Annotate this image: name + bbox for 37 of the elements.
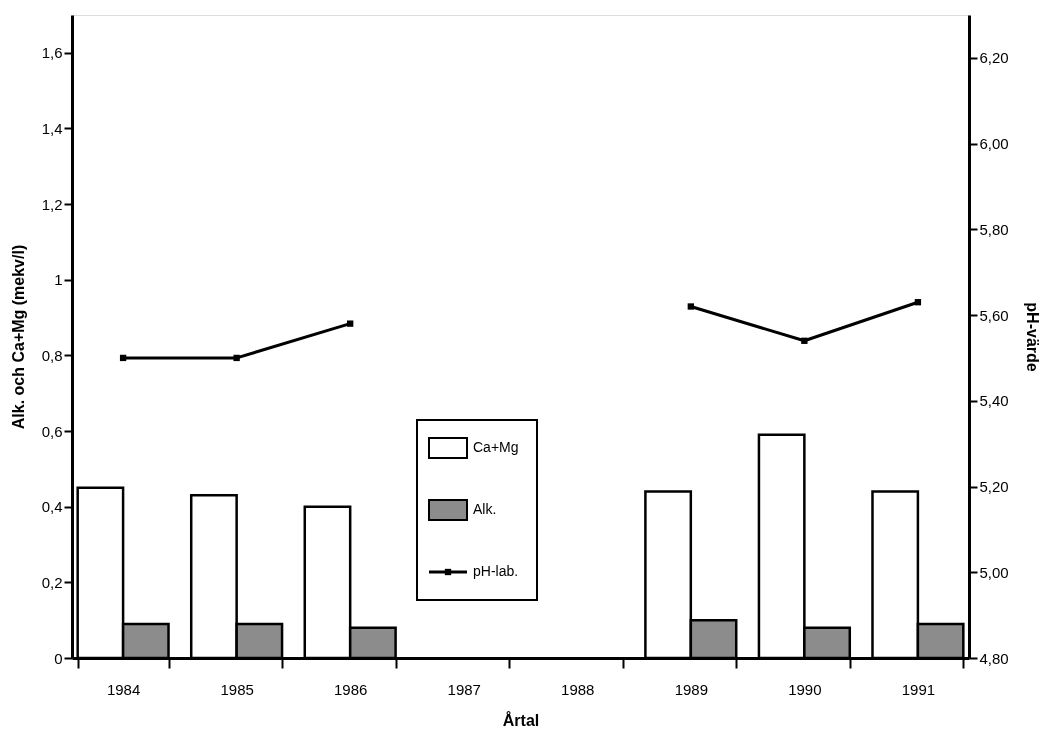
x-tick-label: 1989 — [674, 680, 708, 698]
x-tick-label: 1985 — [220, 680, 254, 698]
point — [119, 354, 127, 362]
y2-tick-label: 5,00 — [979, 563, 1009, 581]
x-tick-label: 1988 — [561, 680, 595, 698]
point — [687, 303, 694, 310]
y-tick-label: 1,2 — [41, 195, 63, 213]
x-tick-label: 1986 — [334, 680, 368, 698]
point — [914, 299, 922, 306]
point — [347, 320, 354, 327]
legend-label: Ca+Mg — [473, 439, 519, 455]
y-axis-title: Alk. och Ca+Mg (mekv/l) — [9, 244, 27, 430]
x-tick-label: 1990 — [788, 680, 822, 698]
y2-tick-label: 6,00 — [979, 135, 1009, 153]
x-axis-title: Årtal — [502, 710, 540, 729]
y2-axis-title: pH-värde — [1023, 302, 1041, 372]
y-tick-label: 0,2 — [41, 573, 63, 591]
y2-tick-label: 6,20 — [979, 49, 1009, 67]
y2-tick-label: 5,20 — [979, 478, 1009, 496]
y-tick-label: 0 — [54, 649, 63, 667]
y-tick-label: 0,8 — [41, 346, 63, 364]
y-tick-label: 0,4 — [41, 498, 63, 516]
x-tick-label: 1987 — [447, 680, 481, 698]
y-tick-label: 0,6 — [41, 422, 63, 440]
y2-tick-label: 4,80 — [979, 649, 1009, 667]
x-tick-label: 1991 — [901, 680, 936, 698]
y2-tick-label: 5,60 — [979, 306, 1009, 324]
y-tick-label: 1,4 — [41, 119, 63, 137]
legend-label: pH-lab. — [473, 563, 519, 579]
y-tick-label: 1,6 — [41, 44, 63, 62]
x-tick-label: 1984 — [106, 680, 141, 698]
y2-tick-label: 5,40 — [979, 392, 1009, 410]
point — [233, 354, 240, 362]
y2-tick-label: 5,80 — [979, 220, 1009, 238]
legend-label: Alk. — [473, 501, 497, 517]
y-tick-label: 1 — [54, 271, 63, 289]
point — [801, 337, 808, 344]
